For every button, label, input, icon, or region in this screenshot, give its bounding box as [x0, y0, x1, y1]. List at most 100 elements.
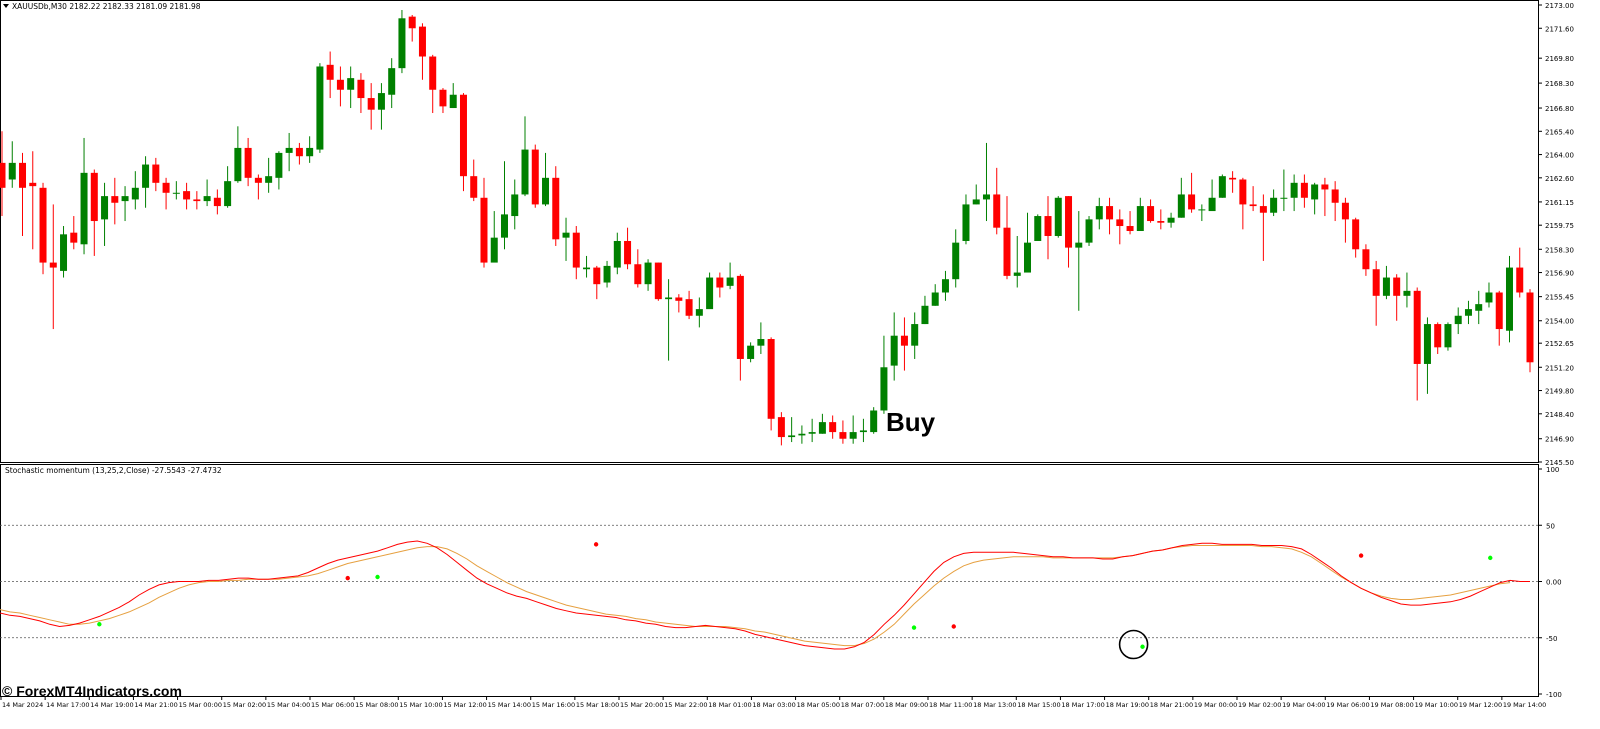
candle-body: [1177, 194, 1185, 218]
candle: [1218, 174, 1226, 198]
candle-body: [347, 78, 355, 90]
candle-body: [1526, 292, 1534, 363]
candle: [1198, 204, 1206, 222]
time-tick-label: 15 Mar 08:00: [355, 701, 398, 709]
candle: [1075, 211, 1083, 311]
time-tick-label: 15 Mar 14:00: [488, 701, 531, 709]
candle: [613, 232, 621, 275]
time-tick-label: 18 Mar 13:00: [973, 701, 1016, 709]
candle-body: [49, 262, 57, 268]
candle-body: [880, 367, 888, 411]
red-signal-dot: [593, 542, 599, 547]
candle: [336, 66, 344, 107]
candle-body: [900, 335, 908, 346]
candle: [952, 229, 960, 288]
candle: [357, 73, 365, 114]
candle-body: [572, 232, 580, 268]
candle-body: [1516, 267, 1524, 293]
candle-body: [408, 16, 416, 29]
candle: [859, 418, 867, 443]
time-tick-label: 19 Mar 12:00: [1459, 701, 1502, 709]
candle-body: [480, 197, 488, 263]
candle-body: [962, 204, 970, 241]
candle: [1259, 194, 1267, 261]
candle: [1106, 197, 1114, 235]
candle: [1249, 186, 1257, 212]
candle-body: [931, 292, 939, 306]
candle: [285, 132, 293, 172]
candle-body: [39, 187, 47, 263]
candle-body: [224, 181, 232, 207]
candle: [654, 262, 662, 301]
candle: [777, 412, 785, 446]
candles-layer: [0, 9, 1534, 446]
candle-body: [1095, 206, 1103, 220]
price-tick-label: 2148.40: [1545, 411, 1574, 419]
dropdown-triangle-icon[interactable]: [3, 4, 9, 8]
time-tick-label: 19 Mar 10:00: [1415, 701, 1458, 709]
price-tick-label: 2158.30: [1545, 246, 1574, 254]
candle-body: [583, 267, 591, 270]
indicator-label: Stochastic momentum (13,25,2,Close) -27.…: [5, 466, 222, 475]
time-tick-label: 15 Mar 16:00: [532, 701, 575, 709]
candle-body: [859, 430, 867, 433]
candle: [1147, 199, 1155, 223]
candle-body: [316, 66, 324, 150]
candle: [1126, 211, 1134, 235]
time-tick-label: 19 Mar 08:00: [1370, 701, 1413, 709]
price-tick-label: 2162.60: [1545, 175, 1574, 183]
candle-body: [1218, 176, 1226, 198]
indicator-tick-label: 50: [1546, 522, 1555, 530]
candle: [1434, 322, 1442, 354]
indicator-dots: [97, 542, 1493, 660]
indicator-tick-label: 100: [1546, 466, 1559, 474]
candle-body: [726, 277, 734, 286]
candle: [521, 116, 529, 197]
candle-body: [111, 196, 119, 203]
time-axis: 14 Mar 2024 14 Mar 17:00 14 Mar 19:00 14 Ma…: [0, 697, 1546, 709]
candle-body: [788, 435, 796, 438]
candle: [1352, 217, 1360, 258]
candle-body: [377, 93, 385, 110]
candle: [583, 255, 591, 278]
candle-body: [1249, 204, 1257, 207]
buy-annotation: Buy: [886, 407, 936, 437]
candle: [798, 425, 806, 444]
candle-body: [490, 237, 498, 263]
candle-body: [60, 234, 68, 271]
candle: [1454, 307, 1462, 335]
candle: [941, 270, 949, 301]
smi-line: [0, 540, 1530, 650]
time-tick-label: 18 Mar 17:00: [1061, 701, 1104, 709]
candle-body: [1403, 290, 1411, 296]
candle-body: [306, 147, 314, 157]
candle: [736, 274, 744, 381]
candle-body: [552, 177, 560, 240]
candle: [1382, 265, 1390, 300]
candle-body: [747, 345, 755, 359]
candle: [480, 177, 488, 268]
candle: [634, 249, 642, 288]
price-tick-label: 2166.80: [1545, 105, 1574, 113]
candle-body: [624, 240, 632, 265]
price-axis: 2173.00 2171.60 2169.80 2168.30 2166.80 2165.…: [1538, 2, 1574, 467]
candle: [1331, 181, 1339, 222]
time-tick-label: 15 Mar 18:00: [576, 701, 619, 709]
candle-body: [193, 199, 201, 202]
time-tick-label: 14 Mar 21:00: [134, 701, 177, 709]
candle-body: [0, 162, 6, 188]
candle-body: [695, 309, 703, 316]
time-tick-label: 18 Mar 07:00: [841, 701, 884, 709]
candle-body: [29, 182, 37, 187]
candle: [1526, 289, 1534, 373]
candle-body: [1372, 269, 1380, 296]
candle-body: [470, 176, 478, 198]
candle-body: [19, 162, 27, 188]
time-tick-label: 19 Mar 00:00: [1194, 701, 1237, 709]
candle-body: [1075, 242, 1083, 248]
candle-body: [921, 305, 929, 325]
candle: [224, 166, 232, 208]
candle: [1300, 174, 1308, 208]
candle: [1516, 247, 1524, 298]
candle-body: [265, 176, 273, 183]
